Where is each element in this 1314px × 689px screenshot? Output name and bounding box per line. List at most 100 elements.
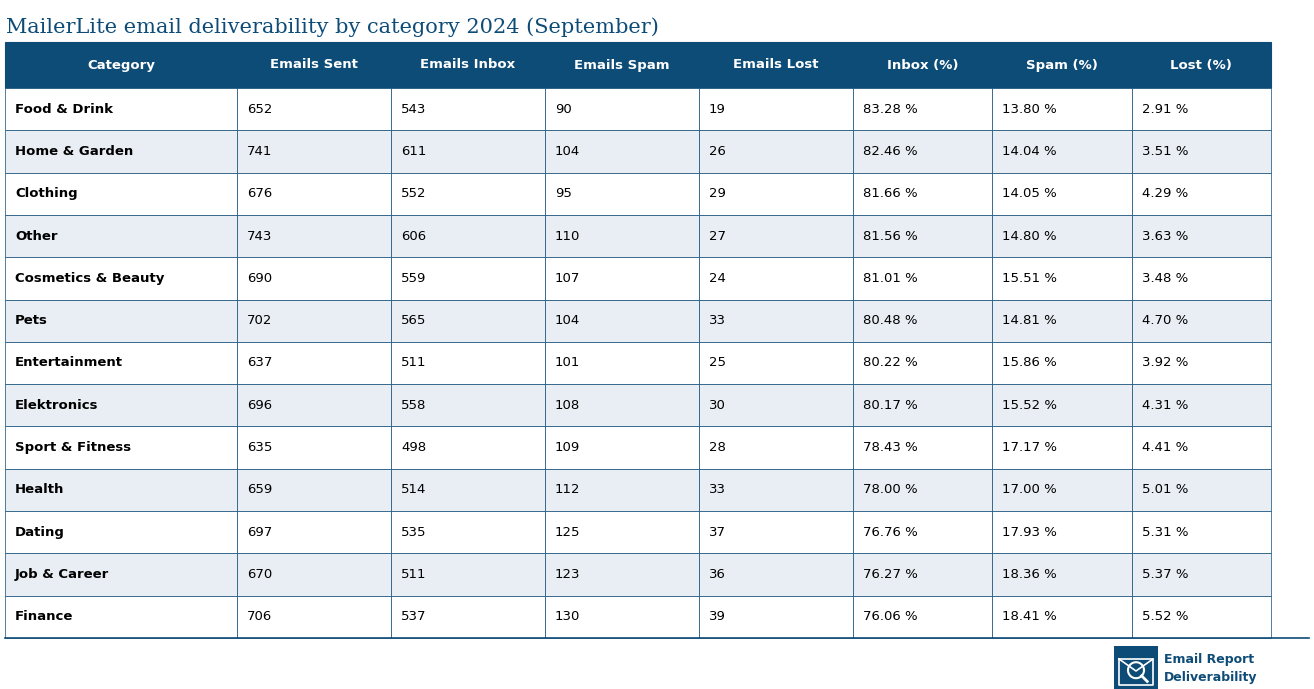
- Bar: [699, 469, 853, 511]
- Bar: [545, 553, 699, 596]
- Bar: [392, 596, 545, 638]
- Text: 81.01 %: 81.01 %: [862, 272, 917, 285]
- Bar: [1131, 130, 1271, 173]
- Text: 25: 25: [708, 356, 725, 369]
- Text: 36: 36: [708, 568, 725, 581]
- Text: 552: 552: [401, 187, 427, 200]
- Bar: [392, 426, 545, 469]
- Text: Dating: Dating: [14, 526, 64, 539]
- Text: 110: 110: [555, 229, 581, 243]
- Bar: [237, 469, 392, 511]
- Bar: [992, 511, 1131, 553]
- Text: 78.43 %: 78.43 %: [862, 441, 917, 454]
- Bar: [545, 88, 699, 130]
- Bar: [5, 130, 237, 173]
- Bar: [699, 215, 853, 257]
- Bar: [1131, 215, 1271, 257]
- Text: Elektronics: Elektronics: [14, 399, 99, 412]
- Bar: [5, 173, 237, 215]
- Bar: [545, 469, 699, 511]
- Text: Pets: Pets: [14, 314, 47, 327]
- Bar: [699, 42, 853, 88]
- Bar: [853, 42, 992, 88]
- Text: 702: 702: [247, 314, 272, 327]
- Text: 26: 26: [708, 145, 725, 158]
- Text: 104: 104: [555, 314, 579, 327]
- Text: Cosmetics & Beauty: Cosmetics & Beauty: [14, 272, 164, 285]
- Bar: [237, 511, 392, 553]
- Bar: [392, 257, 545, 300]
- Bar: [992, 300, 1131, 342]
- Text: 543: 543: [401, 103, 426, 116]
- Bar: [992, 130, 1131, 173]
- Text: 4.41 %: 4.41 %: [1142, 441, 1188, 454]
- Bar: [992, 553, 1131, 596]
- Bar: [699, 173, 853, 215]
- Bar: [237, 300, 392, 342]
- Text: Deliverability: Deliverability: [1164, 670, 1257, 683]
- Text: 29: 29: [708, 187, 725, 200]
- Bar: [392, 88, 545, 130]
- Bar: [699, 342, 853, 384]
- Text: Emails Spam: Emails Spam: [574, 59, 670, 72]
- Bar: [699, 130, 853, 173]
- Text: Sport & Fitness: Sport & Fitness: [14, 441, 131, 454]
- Text: 39: 39: [708, 610, 725, 624]
- Text: 101: 101: [555, 356, 581, 369]
- Text: 37: 37: [708, 526, 725, 539]
- Bar: [5, 257, 237, 300]
- Text: 130: 130: [555, 610, 581, 624]
- Text: 80.17 %: 80.17 %: [862, 399, 917, 412]
- Bar: [237, 426, 392, 469]
- Bar: [1131, 384, 1271, 426]
- Text: 696: 696: [247, 399, 272, 412]
- Bar: [1131, 300, 1271, 342]
- Bar: [992, 426, 1131, 469]
- Text: 82.46 %: 82.46 %: [862, 145, 917, 158]
- Text: 13.80 %: 13.80 %: [1003, 103, 1056, 116]
- Bar: [5, 300, 237, 342]
- Bar: [699, 553, 853, 596]
- Text: 107: 107: [555, 272, 581, 285]
- Text: 80.22 %: 80.22 %: [862, 356, 917, 369]
- Text: Emails Inbox: Emails Inbox: [420, 59, 515, 72]
- Text: 24: 24: [708, 272, 725, 285]
- Bar: [392, 469, 545, 511]
- Text: 5.31 %: 5.31 %: [1142, 526, 1188, 539]
- Bar: [392, 173, 545, 215]
- Text: 14.05 %: 14.05 %: [1003, 187, 1056, 200]
- Text: Category: Category: [87, 59, 155, 72]
- Bar: [853, 173, 992, 215]
- Text: 108: 108: [555, 399, 579, 412]
- Bar: [237, 342, 392, 384]
- Text: 690: 690: [247, 272, 272, 285]
- Bar: [545, 384, 699, 426]
- Text: 706: 706: [247, 610, 272, 624]
- Bar: [992, 469, 1131, 511]
- Bar: [1131, 511, 1271, 553]
- Text: 17.00 %: 17.00 %: [1003, 484, 1056, 496]
- Bar: [699, 596, 853, 638]
- Bar: [545, 596, 699, 638]
- Bar: [853, 342, 992, 384]
- Text: 670: 670: [247, 568, 272, 581]
- Bar: [545, 42, 699, 88]
- Text: 81.56 %: 81.56 %: [862, 229, 917, 243]
- Text: Spam (%): Spam (%): [1026, 59, 1097, 72]
- Bar: [699, 426, 853, 469]
- Text: Clothing: Clothing: [14, 187, 78, 200]
- Text: Home & Garden: Home & Garden: [14, 145, 133, 158]
- Bar: [1131, 342, 1271, 384]
- Bar: [237, 257, 392, 300]
- Text: 637: 637: [247, 356, 272, 369]
- Bar: [5, 469, 237, 511]
- Text: Email Report: Email Report: [1164, 653, 1254, 666]
- Text: 511: 511: [401, 568, 427, 581]
- Text: Food & Drink: Food & Drink: [14, 103, 113, 116]
- Bar: [392, 130, 545, 173]
- Bar: [853, 300, 992, 342]
- Bar: [237, 42, 392, 88]
- Text: 611: 611: [401, 145, 426, 158]
- Text: 125: 125: [555, 526, 581, 539]
- Text: Entertainment: Entertainment: [14, 356, 124, 369]
